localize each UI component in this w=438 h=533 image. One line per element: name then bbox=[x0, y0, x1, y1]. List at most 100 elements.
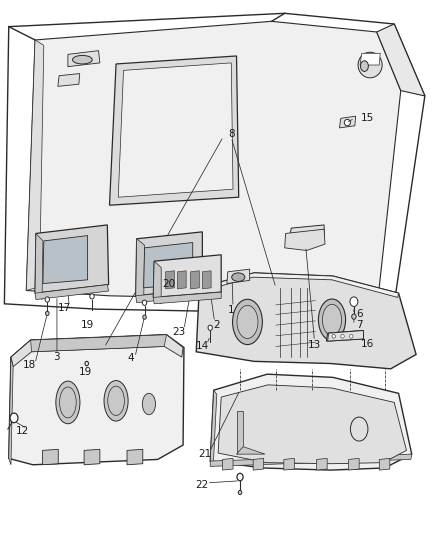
Ellipse shape bbox=[46, 311, 49, 316]
Polygon shape bbox=[144, 243, 193, 288]
Text: 14: 14 bbox=[196, 342, 209, 351]
Polygon shape bbox=[136, 239, 145, 303]
Polygon shape bbox=[223, 458, 233, 470]
Polygon shape bbox=[9, 335, 184, 465]
Polygon shape bbox=[11, 335, 183, 367]
Text: 18: 18 bbox=[23, 360, 36, 369]
Ellipse shape bbox=[10, 413, 18, 423]
Polygon shape bbox=[136, 289, 203, 303]
Ellipse shape bbox=[318, 299, 346, 341]
Polygon shape bbox=[253, 458, 264, 470]
Ellipse shape bbox=[360, 61, 368, 71]
Ellipse shape bbox=[142, 300, 147, 305]
Text: 3: 3 bbox=[53, 352, 60, 362]
Polygon shape bbox=[42, 449, 58, 465]
Polygon shape bbox=[218, 385, 406, 464]
Ellipse shape bbox=[72, 55, 92, 64]
Ellipse shape bbox=[45, 297, 49, 302]
Text: 7: 7 bbox=[356, 320, 363, 330]
Text: 22: 22 bbox=[196, 480, 209, 490]
Polygon shape bbox=[349, 458, 359, 470]
Polygon shape bbox=[31, 335, 166, 352]
Ellipse shape bbox=[344, 119, 350, 126]
Ellipse shape bbox=[208, 325, 212, 330]
Text: 8: 8 bbox=[228, 130, 235, 139]
Text: 23: 23 bbox=[172, 327, 185, 336]
Ellipse shape bbox=[237, 305, 258, 338]
Polygon shape bbox=[153, 261, 161, 304]
Polygon shape bbox=[210, 454, 412, 466]
Ellipse shape bbox=[350, 417, 368, 441]
Text: 4: 4 bbox=[127, 353, 134, 363]
Ellipse shape bbox=[350, 297, 358, 306]
Polygon shape bbox=[9, 357, 13, 465]
Polygon shape bbox=[118, 63, 233, 197]
Polygon shape bbox=[328, 330, 364, 341]
Polygon shape bbox=[153, 255, 221, 297]
Polygon shape bbox=[210, 390, 217, 465]
Polygon shape bbox=[326, 330, 363, 341]
Text: 6: 6 bbox=[356, 310, 363, 319]
Polygon shape bbox=[58, 74, 80, 86]
Ellipse shape bbox=[90, 294, 94, 299]
Ellipse shape bbox=[233, 300, 262, 344]
Polygon shape bbox=[379, 458, 390, 470]
Polygon shape bbox=[284, 458, 294, 470]
Polygon shape bbox=[84, 449, 100, 465]
Ellipse shape bbox=[108, 386, 124, 416]
Text: 13: 13 bbox=[308, 341, 321, 350]
Polygon shape bbox=[198, 273, 399, 297]
Polygon shape bbox=[153, 292, 221, 304]
Polygon shape bbox=[127, 449, 143, 465]
Polygon shape bbox=[35, 233, 43, 300]
Text: 19: 19 bbox=[81, 320, 94, 330]
Ellipse shape bbox=[238, 490, 242, 495]
Polygon shape bbox=[377, 24, 425, 96]
Ellipse shape bbox=[352, 314, 356, 319]
Ellipse shape bbox=[104, 381, 128, 421]
Polygon shape bbox=[177, 271, 186, 289]
Ellipse shape bbox=[350, 335, 353, 338]
Text: 16: 16 bbox=[361, 340, 374, 349]
Polygon shape bbox=[227, 269, 250, 284]
Polygon shape bbox=[237, 447, 265, 454]
Polygon shape bbox=[110, 56, 239, 205]
Polygon shape bbox=[237, 411, 243, 454]
Polygon shape bbox=[196, 273, 416, 369]
Polygon shape bbox=[35, 225, 109, 293]
Text: 17: 17 bbox=[58, 303, 71, 313]
Ellipse shape bbox=[341, 335, 344, 338]
Ellipse shape bbox=[232, 273, 245, 281]
Polygon shape bbox=[43, 236, 88, 284]
Polygon shape bbox=[317, 458, 327, 470]
Polygon shape bbox=[35, 285, 109, 300]
Polygon shape bbox=[191, 271, 199, 289]
Polygon shape bbox=[68, 51, 100, 67]
Polygon shape bbox=[166, 271, 174, 289]
Polygon shape bbox=[285, 229, 325, 251]
Polygon shape bbox=[360, 53, 380, 65]
Polygon shape bbox=[136, 232, 202, 296]
Polygon shape bbox=[26, 21, 401, 298]
Text: 1: 1 bbox=[228, 305, 235, 315]
Polygon shape bbox=[339, 116, 356, 128]
Text: 19: 19 bbox=[79, 367, 92, 377]
Text: 2: 2 bbox=[213, 320, 220, 330]
Ellipse shape bbox=[322, 304, 342, 335]
Polygon shape bbox=[202, 271, 211, 289]
Polygon shape bbox=[210, 374, 412, 470]
Polygon shape bbox=[289, 225, 324, 240]
Ellipse shape bbox=[142, 393, 155, 415]
Ellipse shape bbox=[60, 387, 76, 418]
Polygon shape bbox=[26, 40, 44, 290]
Text: 21: 21 bbox=[198, 449, 212, 459]
Text: 20: 20 bbox=[162, 279, 176, 288]
Ellipse shape bbox=[85, 361, 88, 366]
Ellipse shape bbox=[332, 335, 336, 338]
Polygon shape bbox=[4, 13, 425, 312]
Ellipse shape bbox=[237, 473, 243, 481]
Ellipse shape bbox=[143, 315, 146, 319]
Ellipse shape bbox=[358, 52, 382, 78]
Text: 15: 15 bbox=[360, 114, 374, 123]
Ellipse shape bbox=[56, 381, 80, 424]
